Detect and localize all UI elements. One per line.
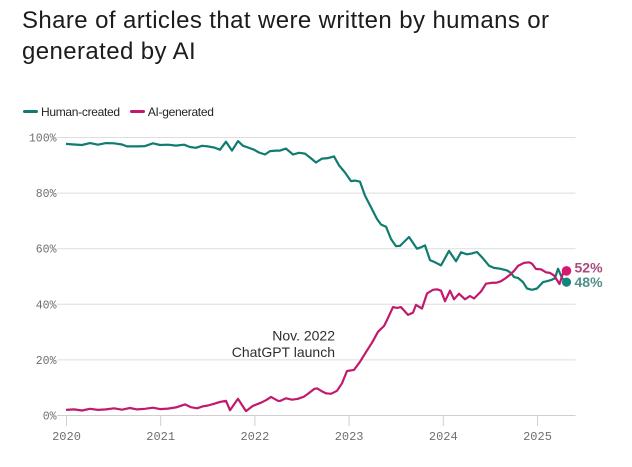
svg-text:80%: 80% (36, 188, 57, 201)
svg-text:2022: 2022 (240, 430, 269, 444)
svg-text:60%: 60% (36, 244, 57, 257)
svg-text:100%: 100% (29, 133, 57, 146)
svg-text:40%: 40% (36, 299, 57, 312)
svg-text:20%: 20% (36, 355, 57, 368)
svg-text:0%: 0% (43, 411, 57, 424)
svg-text:48%: 48% (575, 274, 604, 290)
svg-text:2025: 2025 (523, 430, 552, 444)
svg-text:2023: 2023 (335, 430, 364, 444)
svg-text:2021: 2021 (146, 430, 175, 444)
svg-text:Nov. 2022: Nov. 2022 (272, 328, 335, 344)
svg-text:2020: 2020 (52, 430, 81, 444)
svg-text:52%: 52% (575, 260, 604, 276)
svg-text:ChatGPT launch: ChatGPT launch (232, 344, 335, 360)
svg-text:2024: 2024 (429, 430, 458, 444)
